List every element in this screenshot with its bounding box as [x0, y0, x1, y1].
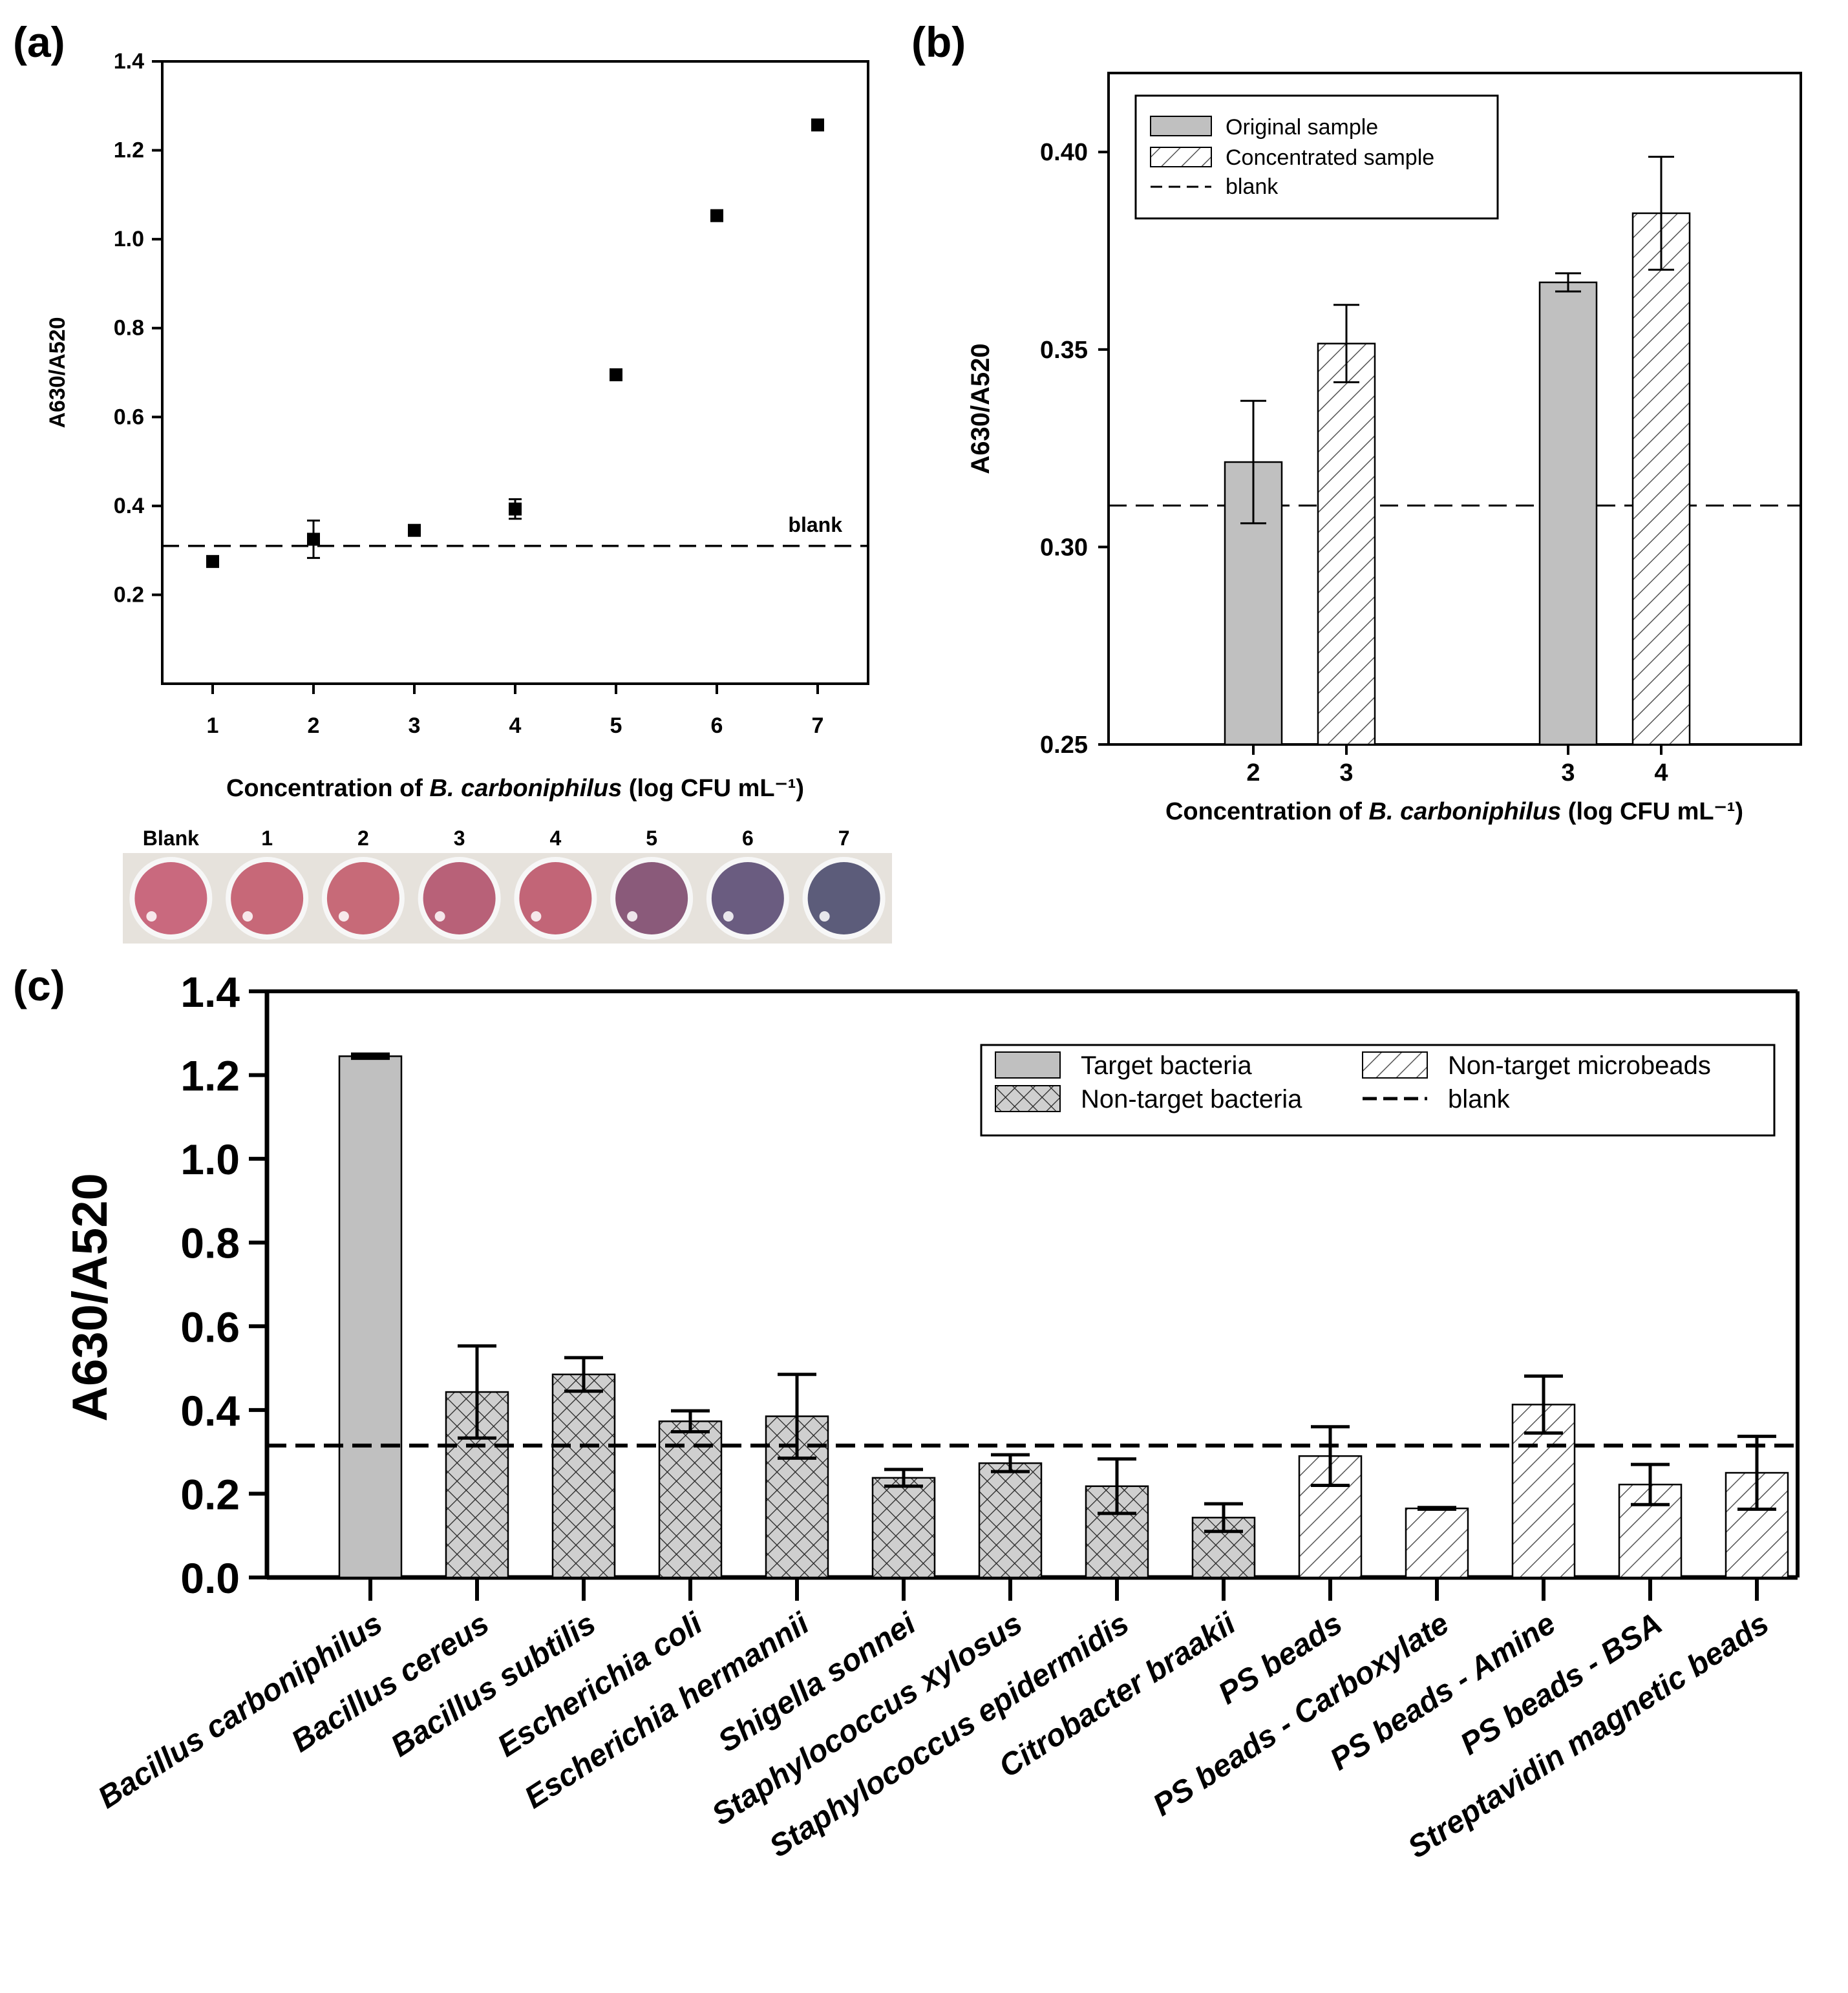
y-tick-label: 0.8	[180, 1219, 240, 1267]
well-highlight	[627, 911, 638, 922]
well-sample	[134, 862, 207, 934]
y-axis-title: A630/A520	[966, 343, 995, 474]
x-axis-title-suffix: (log CFU mL⁻¹)	[622, 775, 804, 802]
x-tick-label: 3	[409, 713, 421, 738]
panel-c-label: (c)	[13, 962, 65, 1009]
well-highlight	[434, 911, 445, 922]
well-highlight	[819, 911, 830, 922]
well-sample	[711, 862, 784, 934]
data-point	[206, 554, 219, 568]
bar	[338, 1055, 403, 1579]
legend-label: blank	[1448, 1085, 1511, 1113]
y-axis-title: A630/A520	[63, 1173, 118, 1422]
data-point	[408, 523, 421, 537]
y-tick-label: 0.25	[1040, 732, 1088, 759]
y-tick-label: 0.4	[180, 1387, 240, 1435]
panel-b-plot-frame	[1107, 72, 1802, 746]
x-tick-label: 5	[610, 713, 622, 738]
legend-label: Non-target microbeads	[1448, 1051, 1711, 1080]
panel-b-label: (b)	[911, 18, 966, 66]
bar	[871, 1477, 936, 1579]
well-highlight	[146, 911, 157, 922]
bar	[551, 1373, 616, 1579]
y-tick-label: 1.2	[180, 1052, 240, 1100]
y-tick-label: 1.0	[114, 227, 144, 251]
well-sample	[615, 862, 688, 934]
well-highlight	[531, 911, 542, 922]
x-axis-title-prefix: Concentration of	[1165, 798, 1369, 825]
well-label: 4	[549, 827, 561, 850]
legend-label: blank	[1226, 174, 1279, 199]
legend-label: Concentrated sample	[1226, 145, 1434, 170]
well-sample	[807, 862, 880, 934]
x-tick-label: 3	[1561, 759, 1575, 786]
y-tick-label: 0.2	[180, 1470, 240, 1518]
x-axis-title-species: B. carboniphilus	[1369, 798, 1562, 825]
x-tick-label: 3	[1339, 759, 1353, 786]
x-axis-title-prefix: Concentration of	[226, 775, 430, 802]
well-sample	[231, 862, 304, 934]
y-tick-label: 0.35	[1040, 337, 1088, 364]
legend-swatch-concentrated	[1150, 147, 1212, 167]
data-point	[307, 533, 320, 546]
y-tick-label: 0.40	[1040, 139, 1088, 166]
data-point	[509, 502, 522, 516]
well-sample	[326, 862, 399, 934]
well-sample	[423, 862, 496, 934]
x-tick-label: 6	[711, 713, 723, 738]
x-tick-label: 1	[207, 713, 219, 738]
data-point	[811, 118, 824, 132]
bar	[978, 1462, 1043, 1579]
bar	[1405, 1507, 1469, 1579]
x-tick-label: 7	[812, 713, 824, 738]
y-tick-label: 1.4	[180, 968, 240, 1016]
well-label: 2	[357, 827, 369, 850]
well-label: 1	[261, 827, 273, 850]
legend-label: Target bacteria	[1081, 1051, 1252, 1080]
x-axis-title-suffix: (log CFU mL⁻¹)	[1561, 798, 1743, 825]
x-axis-title: Concentration of B. carboniphilus (log C…	[1165, 798, 1743, 825]
well-label: 7	[838, 827, 850, 850]
y-tick-label: 0.6	[114, 405, 144, 429]
legend-swatch-target	[995, 1051, 1061, 1079]
y-tick-label: 1.2	[114, 138, 144, 163]
legend-swatch-beads	[1362, 1051, 1428, 1079]
y-tick-label: 0.4	[114, 494, 144, 518]
blank-label: blank	[788, 513, 842, 536]
x-tick-label: 4	[509, 713, 522, 738]
data-point	[610, 368, 622, 381]
well-highlight	[242, 911, 253, 922]
x-axis-title: Concentration of B. carboniphilus (log C…	[226, 775, 804, 802]
y-tick-label: 1.0	[180, 1135, 240, 1183]
x-tick-label: 4	[1654, 759, 1668, 786]
y-tick-label: 1.4	[114, 49, 144, 74]
y-axis-title: A630/A520	[45, 317, 70, 428]
x-tick-label: 2	[308, 713, 320, 738]
y-tick-label: 0.30	[1040, 534, 1088, 561]
legend-label: Original sample	[1226, 115, 1378, 140]
panel-a-label: (a)	[13, 18, 65, 66]
bar	[1631, 212, 1691, 746]
legend-swatch-original	[1150, 116, 1212, 136]
well-highlight	[723, 911, 734, 922]
bar	[1538, 281, 1598, 746]
well-label: 3	[454, 827, 465, 850]
data-point	[710, 209, 723, 222]
x-tick-label: 2	[1246, 759, 1260, 786]
legend-swatch-bacteria	[995, 1085, 1061, 1112]
y-tick-label: 0.0	[180, 1554, 240, 1602]
y-tick-label: 0.8	[114, 316, 144, 341]
y-tick-label: 0.6	[180, 1303, 240, 1351]
well-label: 6	[742, 827, 754, 850]
y-tick-label: 0.2	[114, 582, 144, 607]
panel-a-plot-frame	[161, 60, 869, 685]
well-label: 5	[646, 827, 657, 850]
well-sample	[519, 862, 592, 934]
well-label: Blank	[143, 827, 199, 850]
well-highlight	[338, 911, 349, 922]
x-axis-title-species: B. carboniphilus	[430, 775, 622, 802]
legend-label: Non-target bacteria	[1081, 1085, 1302, 1113]
bar	[1317, 343, 1376, 746]
